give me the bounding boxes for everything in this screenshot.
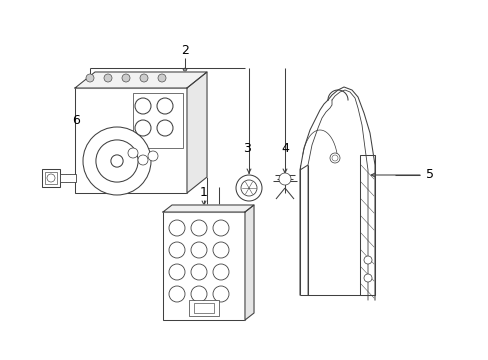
Circle shape [96,140,138,182]
Circle shape [169,220,184,236]
Circle shape [191,242,206,258]
Bar [45,172,57,184]
Bar [194,303,214,313]
Circle shape [157,120,173,136]
Circle shape [148,151,158,161]
Circle shape [104,74,112,82]
Bar [163,212,244,320]
Circle shape [158,74,165,82]
Circle shape [241,180,257,196]
Circle shape [213,286,228,302]
Text: 6: 6 [72,113,80,126]
Circle shape [213,242,228,258]
Circle shape [86,74,94,82]
Circle shape [122,74,130,82]
Circle shape [128,148,138,158]
Text: 2: 2 [181,44,188,57]
Text: 4: 4 [281,141,288,154]
Circle shape [236,175,262,201]
Polygon shape [75,72,206,88]
Circle shape [135,98,151,114]
Bar [189,300,219,316]
Text: 5: 5 [425,168,433,181]
Bar [42,169,60,187]
Circle shape [47,174,55,182]
Polygon shape [244,205,253,320]
Circle shape [111,155,123,167]
Circle shape [169,264,184,280]
Circle shape [213,220,228,236]
Circle shape [169,242,184,258]
Circle shape [191,220,206,236]
Circle shape [83,127,151,195]
Circle shape [331,155,337,161]
Polygon shape [186,72,206,193]
Circle shape [213,264,228,280]
Circle shape [157,98,173,114]
Circle shape [191,264,206,280]
Circle shape [135,120,151,136]
Circle shape [140,74,148,82]
Bar [359,155,374,295]
Circle shape [363,256,371,264]
Circle shape [329,153,339,163]
Circle shape [279,173,290,185]
Bar [60,174,76,182]
Text: 1: 1 [200,185,207,198]
Bar [75,88,186,193]
Polygon shape [163,205,253,212]
Circle shape [169,286,184,302]
Circle shape [191,286,206,302]
Circle shape [138,155,148,165]
Text: 3: 3 [243,141,250,154]
Circle shape [363,274,371,282]
Bar [133,93,183,148]
